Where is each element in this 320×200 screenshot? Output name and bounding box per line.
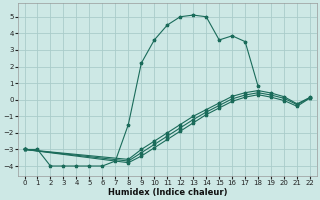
X-axis label: Humidex (Indice chaleur): Humidex (Indice chaleur) [108, 188, 227, 197]
